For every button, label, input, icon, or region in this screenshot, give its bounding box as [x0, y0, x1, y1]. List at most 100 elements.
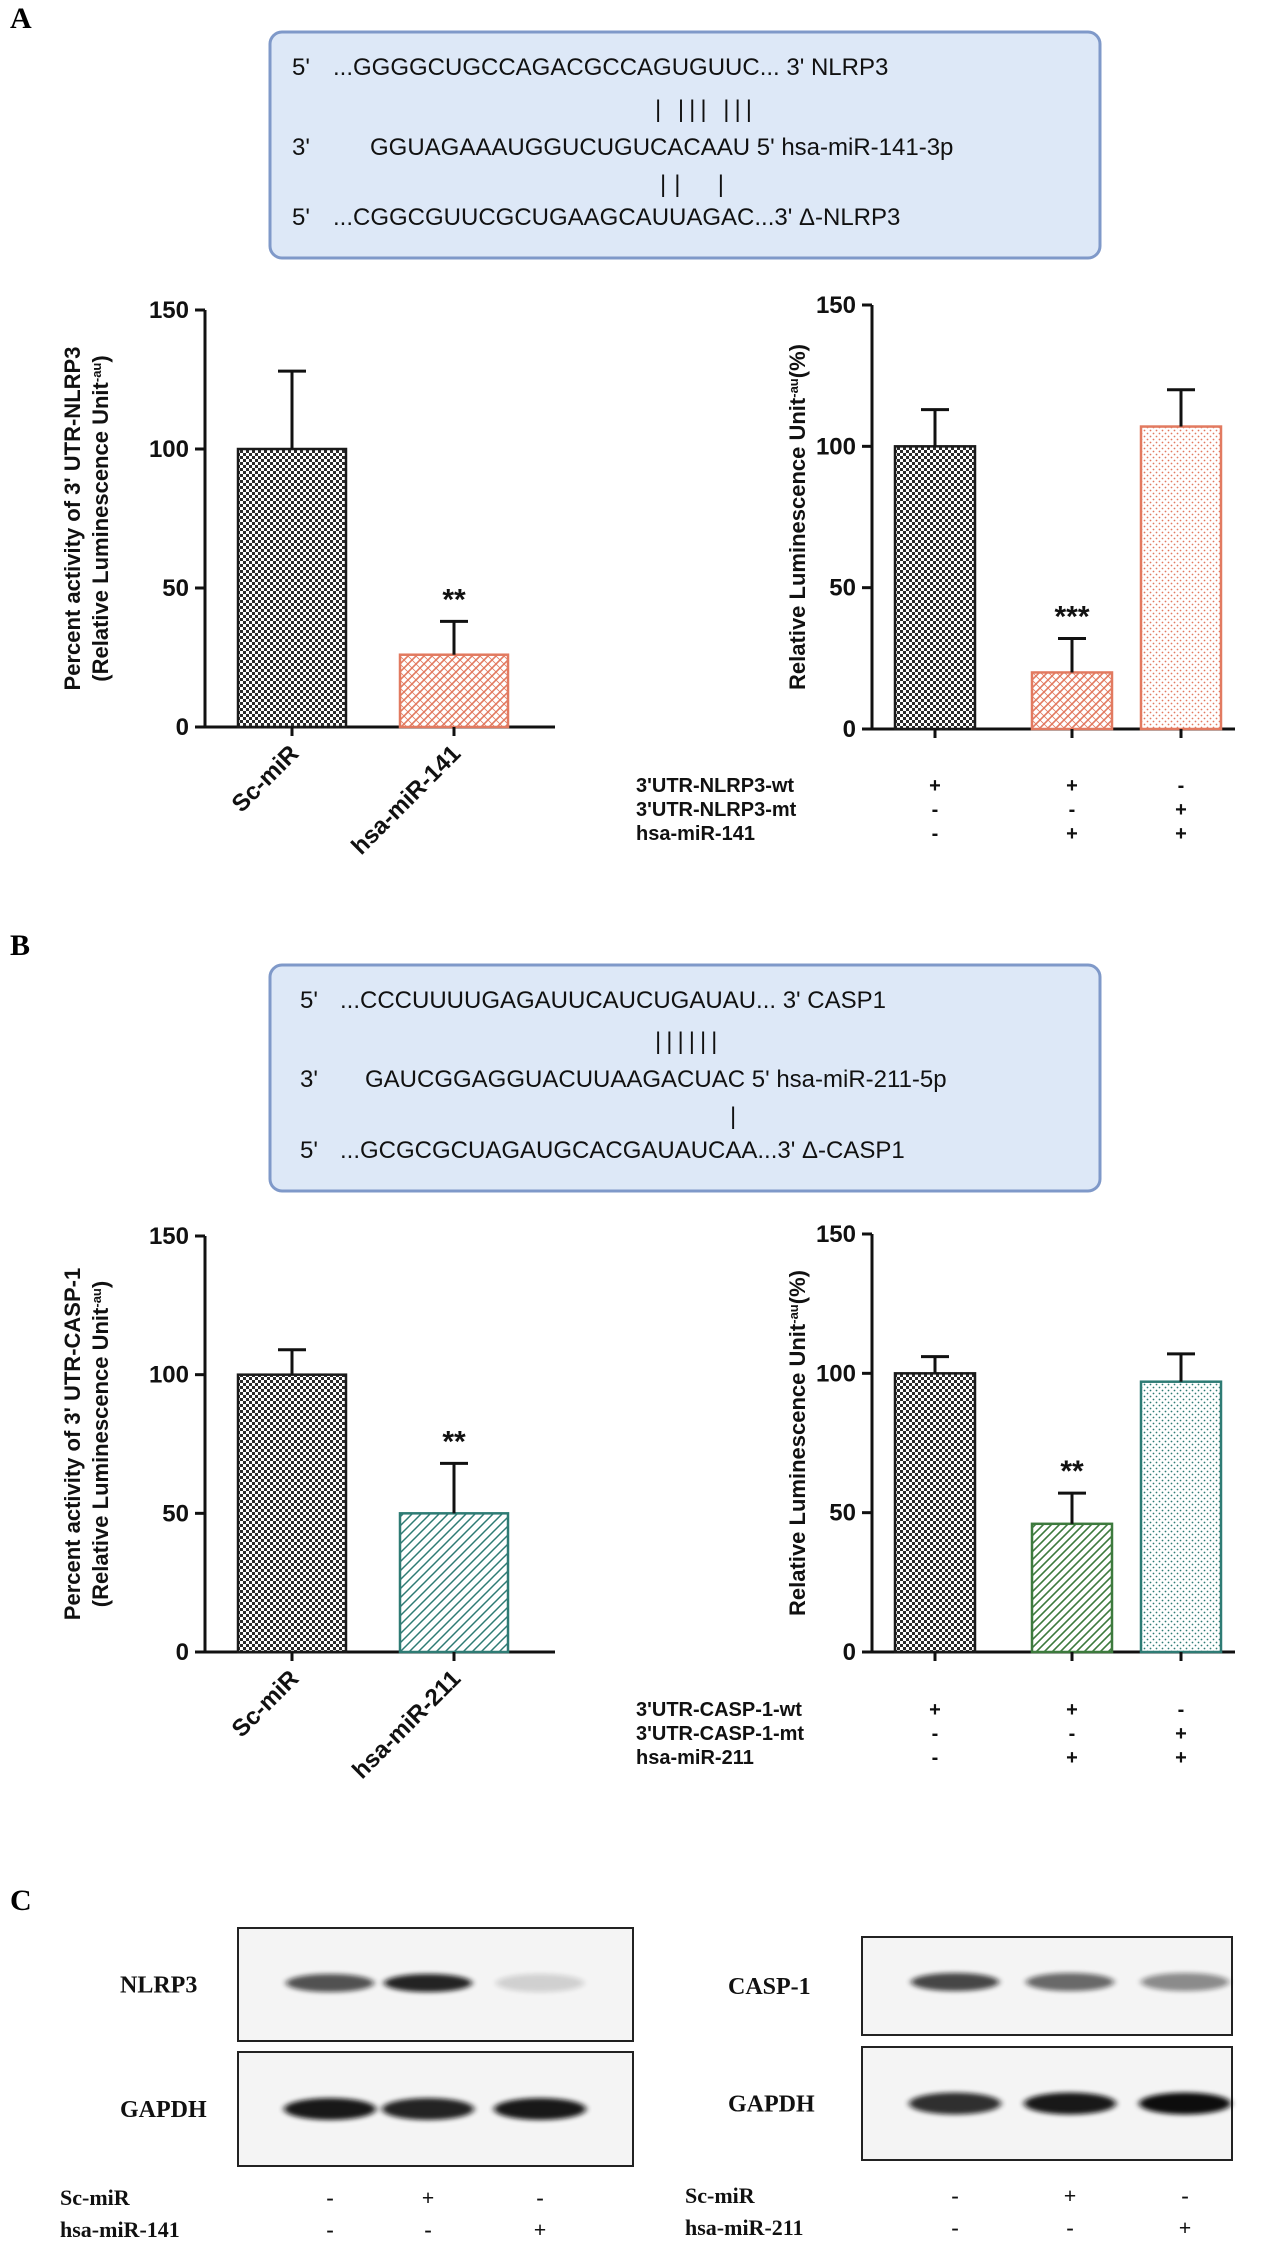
y-axis-label-superscript: -au: [89, 363, 104, 383]
y-axis-label: Relative Luminescence Unit-au(%): [785, 1270, 810, 1616]
blot-condition-mark: -: [326, 2185, 333, 2210]
y-tick-label: 0: [176, 714, 189, 741]
sequence-box-b-frame: [268, 963, 1102, 1193]
bar: [893, 1372, 977, 1654]
y-tick-label: 150: [816, 292, 856, 319]
condition-mark: -: [1069, 1723, 1076, 1745]
blot-band-top: [496, 1974, 584, 1992]
condition-mark: +: [1066, 1747, 1078, 1769]
blot-band-bottom: [909, 2092, 1001, 2115]
significance-mark: **: [442, 583, 466, 616]
blot-label-bottom: GAPDH: [728, 2092, 815, 2118]
blot-condition-mark: +: [1064, 2183, 1077, 2208]
seq-b-row1-sequence: ...CCCUUUUGAGAUUCAUCUGAUAU... 3' CASP1: [340, 987, 886, 1014]
blot-condition-label: Sc-miR: [685, 2183, 756, 2208]
seq-b-pairing-bottom: |: [730, 1103, 736, 1130]
significance-mark: ***: [1054, 601, 1089, 634]
y-tick-label: 0: [843, 716, 856, 743]
y-axis-label-superscript: -au: [89, 1288, 104, 1308]
y-axis-label-line2: (Relative Luminescence Unit: [88, 1307, 113, 1607]
blot-band-top: [1141, 1973, 1229, 1991]
seq-b-row2-prime: 3': [300, 1066, 318, 1093]
sequence-box-b: 5' ...CCCUUUUGAGAUUCAUCUGAUAU... 3' CASP…: [268, 963, 1102, 1193]
blot-band-bottom: [284, 2098, 376, 2120]
y-tick-label: 50: [829, 1500, 856, 1527]
western-blot-left: NLRP3 GAPDH Sc-miR - + - hsa-miR-141 - - +: [60, 1927, 634, 2242]
blot-condition-mark: -: [951, 2215, 958, 2240]
blot-label-top: NLRP3: [120, 1973, 197, 1999]
blot-condition-mark: +: [1179, 2215, 1192, 2240]
blot-condition-mark: -: [1066, 2215, 1073, 2240]
y-axis-label-text: Relative Luminescence Unit: [785, 397, 810, 690]
condition-mark: +: [1066, 823, 1078, 845]
y-tick-label: 50: [162, 1500, 189, 1527]
seq-a-row3-prime: 5': [292, 204, 310, 231]
condition-mark: +: [1175, 799, 1187, 821]
seq-b-pairing-top: ||||||: [655, 1028, 722, 1055]
y-axis-label: Percent activity of 3' UTR-NLRP3 (Relativ…: [60, 347, 113, 691]
seq-b-row3-prime: 5': [300, 1137, 318, 1164]
y-axis-label-close: (%): [785, 1270, 810, 1304]
y-axis-label-line1: Percent activity of 3' UTR-CASP-1: [60, 1268, 85, 1620]
bar: [236, 447, 348, 729]
blot-band-top: [384, 1974, 472, 1992]
blot-condition-mark: +: [422, 2185, 435, 2210]
y-tick-label: 150: [149, 1223, 189, 1250]
y-tick-label: 100: [149, 1362, 189, 1389]
panel-label-b: B: [10, 929, 30, 962]
blot-condition-label: hsa-miR-211: [685, 2215, 804, 2240]
y-axis-label: Percent activity of 3' UTR-CASP-1 (Relati…: [60, 1268, 113, 1620]
seq-a-pairing-top: | ||| |||: [655, 96, 757, 123]
blot-condition-mark: -: [1181, 2183, 1188, 2208]
seq-a-row3-sequence: ...CGGCGUUCGCUGAAGCAUUAGAC...3' Δ-NLRP3: [333, 204, 900, 231]
condition-mark: +: [1175, 1723, 1187, 1745]
seq-b-row1-prime: 5': [300, 987, 318, 1014]
condition-label: 3'UTR-CASP-1-mt: [636, 1723, 804, 1745]
seq-b-row2-sequence: GAUCGGAGGUACUUAAGACUAC 5' hsa-miR-211-5p: [365, 1066, 947, 1093]
sequence-box-a: 5' ...GGGGCUGCCAGACGCCAGUGUUC... 3' NLRP…: [268, 30, 1102, 260]
significance-mark: **: [1060, 1455, 1084, 1488]
seq-a-row1-prime: 5': [292, 54, 310, 81]
condition-mark: +: [1175, 823, 1187, 845]
bar: [1139, 1380, 1223, 1654]
y-axis-label-superscript: -au: [786, 1304, 801, 1324]
condition-label: hsa-miR-141: [636, 823, 755, 845]
blot-band-top: [1026, 1973, 1114, 1991]
blot-label-bottom: GAPDH: [120, 2097, 207, 2123]
condition-mark: +: [1066, 1699, 1078, 1721]
bar: [398, 1512, 510, 1654]
blot-condition-mark: -: [536, 2185, 543, 2210]
y-tick-label: 0: [176, 1639, 189, 1666]
y-axis-label-close: ): [88, 1281, 113, 1288]
blot-band-bottom: [494, 2098, 586, 2120]
condition-label: 3'UTR-NLRP3-wt: [636, 775, 794, 797]
condition-mark: -: [1069, 799, 1076, 821]
y-axis-label-line1: Percent activity of 3' UTR-NLRP3: [60, 347, 85, 691]
condition-mark: -: [1178, 775, 1185, 797]
condition-mark: -: [932, 1723, 939, 1745]
seq-a-row1-sequence: ...GGGGCUGCCAGACGCCAGUGUUC... 3' NLRP3: [333, 54, 888, 81]
condition-mark: +: [929, 1699, 941, 1721]
y-tick-label: 100: [816, 433, 856, 460]
condition-mark: +: [1175, 1747, 1187, 1769]
y-axis-label-superscript: -au: [786, 378, 801, 398]
condition-mark: -: [932, 799, 939, 821]
y-tick-label: 100: [149, 436, 189, 463]
category-label: hsa-miR-141: [346, 740, 466, 860]
bar: [1030, 671, 1114, 731]
category-label: Sc-miR: [227, 740, 305, 818]
bar: [398, 653, 510, 729]
chart-b-left: 0 50 100 150 Percent activity of 3' UTR-CASP…: [60, 1223, 555, 1784]
blot-condition-mark: -: [424, 2217, 431, 2242]
blot-condition-mark: -: [951, 2183, 958, 2208]
blot-condition-label: Sc-miR: [60, 2185, 131, 2210]
y-axis-label-close: ): [88, 355, 113, 362]
blot-label-top: CASP-1: [728, 1974, 811, 2000]
blot-band-top: [286, 1974, 374, 1992]
condition-mark: -: [932, 1747, 939, 1769]
chart-a-left: 0 50 100 150 Percent activity of 3' UTR-NLRP…: [60, 297, 555, 860]
category-label: hsa-miR-211: [347, 1665, 466, 1784]
y-tick-label: 50: [829, 575, 856, 602]
